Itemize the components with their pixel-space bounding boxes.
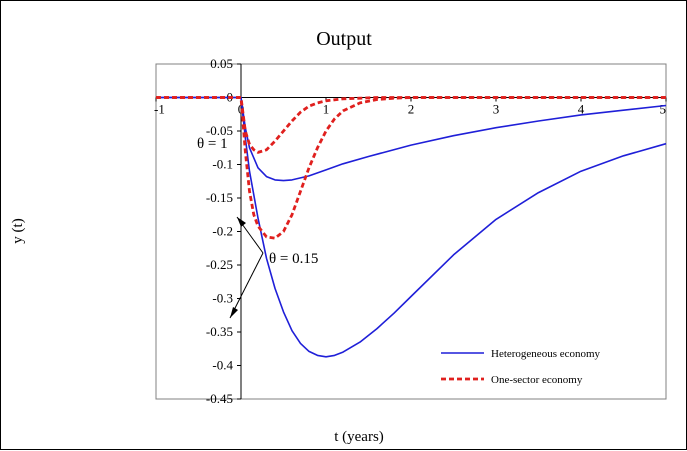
arrow-head-blue-015 — [230, 307, 238, 318]
x-tick-label: 4 — [578, 102, 585, 117]
chart-title: Output — [316, 28, 372, 50]
x-axis-label: t (years) — [334, 429, 384, 445]
y-tick-label: -0.45 — [206, 391, 233, 406]
y-axis-label: y (t) — [10, 218, 26, 243]
annotation-theta-015: θ = 0.15 — [269, 251, 318, 267]
legend-label-one-sector: One-sector economy — [491, 374, 583, 386]
x-tick-label: 2 — [408, 102, 415, 117]
annotation-theta-1: θ = 1 — [197, 136, 228, 152]
y-tick-label: -0.2 — [212, 224, 233, 239]
arrow-head-red-015 — [237, 217, 246, 227]
y-axis: 0.050-0.05-0.1-0.15-0.2-0.25-0.3-0.35-0.… — [206, 56, 242, 406]
series-line-2 — [156, 96, 667, 358]
annotations: θ = 1 θ = 0.15 — [197, 136, 318, 319]
y-tick-label: 0.05 — [210, 56, 233, 71]
series-group — [156, 96, 667, 358]
arrow-to-blue-015 — [229, 252, 264, 319]
y-tick-label: -0.4 — [212, 358, 233, 373]
series-line-1 — [156, 96, 667, 182]
y-tick-label: -0.3 — [212, 291, 233, 306]
legend-label-heterogeneous: Heterogeneous economy — [491, 348, 601, 360]
y-tick-label: -0.35 — [206, 324, 233, 339]
legend: Heterogeneous economy One-sector economy — [441, 348, 601, 386]
y-tick-label: -0.15 — [206, 190, 233, 205]
x-tick-label: 5 — [660, 102, 667, 117]
y-tick-label: -0.05 — [206, 123, 233, 138]
x-tick-label: 1 — [323, 102, 330, 117]
y-tick-label: -0.1 — [212, 157, 233, 172]
y-tick-label: -0.25 — [206, 257, 233, 272]
x-tick-label: -1 — [154, 102, 165, 117]
series-line-3 — [156, 96, 666, 154]
x-tick-label: 3 — [493, 102, 500, 117]
series-line-4 — [156, 96, 666, 240]
plot-area — [155, 63, 667, 400]
